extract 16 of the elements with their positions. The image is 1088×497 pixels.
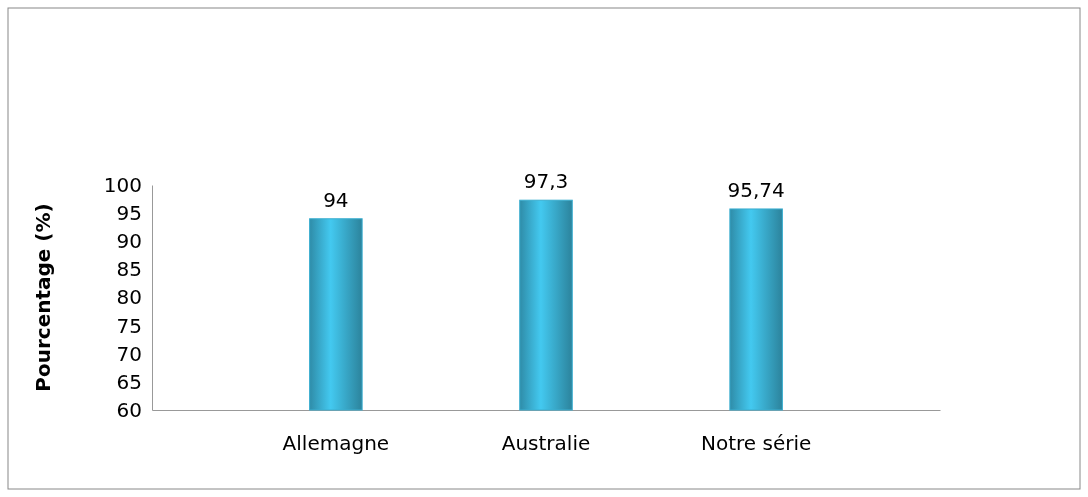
y-tick-label: 70 [116, 341, 142, 366]
y-tick-label: 75 [116, 313, 142, 338]
data-label: 97,3 [523, 169, 569, 194]
y-tick-label: 65 [116, 369, 142, 394]
y-tick-label: 90 [116, 229, 142, 254]
y-tick-label: 80 [116, 285, 142, 310]
x-tick-label: Allemagne [282, 431, 390, 456]
y-tick-label: 60 [116, 397, 142, 422]
data-label: 94 [323, 187, 349, 212]
y-axis-title: Pourcentage (%) [31, 203, 55, 392]
x-tick-label: Notre série [700, 431, 812, 456]
x-tick-label: Australie [501, 431, 591, 456]
y-tick-label: 85 [116, 257, 142, 282]
data-label: 95,74 [727, 177, 785, 202]
y-tick-label: 95 [116, 201, 142, 226]
y-tick-label: 100 [103, 172, 142, 197]
